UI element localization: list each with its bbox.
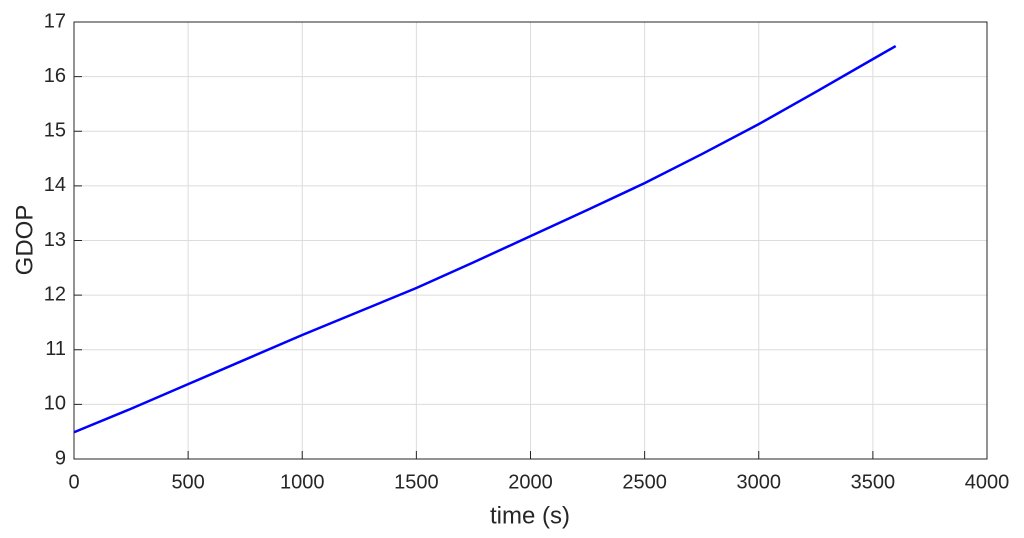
x-tick-label: 1000 — [280, 471, 325, 493]
x-tick-label: 4000 — [965, 471, 1010, 493]
x-tick-label: 2000 — [508, 471, 553, 493]
y-axis-label: GDOP — [11, 205, 38, 276]
y-tick-label: 15 — [44, 120, 66, 142]
y-tick-label: 12 — [44, 283, 66, 305]
x-tick-label: 3000 — [737, 471, 782, 493]
y-tick-label: 9 — [55, 447, 66, 469]
x-tick-label: 0 — [68, 471, 79, 493]
x-tick-label: 500 — [171, 471, 204, 493]
plot-frame — [73, 21, 988, 460]
y-tick-label: 16 — [44, 65, 66, 87]
x-tick-label: 1500 — [394, 471, 439, 493]
x-axis-label: time (s) — [490, 502, 570, 529]
y-tick-label: 17 — [44, 10, 66, 32]
y-tick-label: 13 — [44, 229, 66, 251]
y-tick-label: 10 — [44, 393, 66, 415]
data-line — [73, 44, 897, 434]
x-tick-label: 2500 — [622, 471, 667, 493]
x-tick-label: 3500 — [851, 471, 896, 493]
y-tick-label: 11 — [45, 338, 66, 360]
y-tick-label: 14 — [44, 174, 66, 196]
